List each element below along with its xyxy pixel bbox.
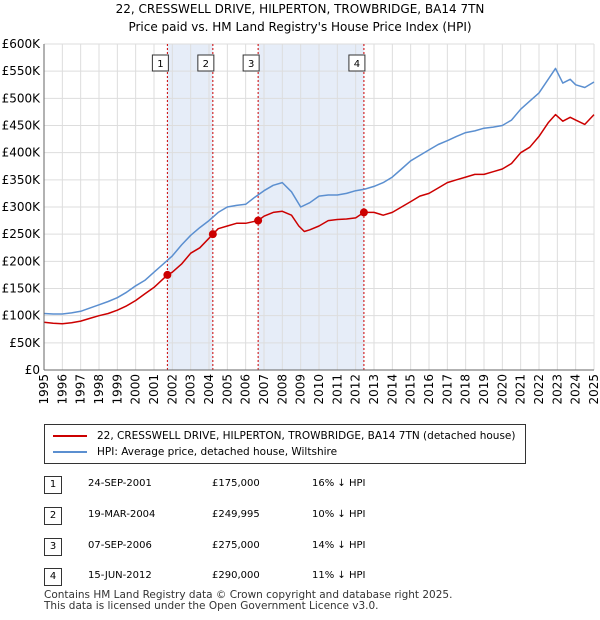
sale-date: 07-SEP-2006 xyxy=(88,540,152,551)
sale-price: £275,000 xyxy=(212,540,260,551)
x-tick-label: 2000 xyxy=(129,374,143,405)
x-tick-label: 2006 xyxy=(239,374,253,405)
sale-date: 24-SEP-2001 xyxy=(88,478,152,489)
sale-price: £290,000 xyxy=(212,570,260,581)
sale-number-badge: 1 xyxy=(44,476,62,494)
legend-label-hpi: HPI: Average price, detached house, Wilt… xyxy=(97,446,338,458)
sale-point xyxy=(163,270,172,279)
x-tick-label: 1995 xyxy=(37,374,51,405)
x-tick-label: 2012 xyxy=(349,374,363,405)
series-line-hpi xyxy=(43,67,595,315)
chart-legend: 22, CRESSWELL DRIVE, HILPERTON, TROWBRID… xyxy=(44,424,526,464)
series-lines xyxy=(43,67,595,325)
grid-lines xyxy=(43,43,595,371)
x-tick-label: 2023 xyxy=(550,374,564,405)
sale-number-badge: 2 xyxy=(44,507,62,525)
x-tick-label: 2022 xyxy=(532,374,546,405)
x-tick-label: 1998 xyxy=(92,374,106,405)
x-tick-label: 2017 xyxy=(440,374,454,405)
legend-swatch-hpi xyxy=(53,451,87,453)
x-tick-label: 2025 xyxy=(587,374,600,405)
x-tick-label: 1999 xyxy=(110,374,124,405)
y-tick-label: £200K xyxy=(2,254,42,268)
sale-row: 4 15-JUN-2012 £290,000 11% ↓ HPI xyxy=(0,568,600,588)
annotation-label: 3 xyxy=(248,59,254,70)
axes: £0 £50K £100K £150K £200K £250K £300K £350K £400… xyxy=(2,37,600,405)
x-tick-label: 2001 xyxy=(147,374,161,405)
x-tick-label: 2019 xyxy=(477,374,491,405)
x-tick-label: 2021 xyxy=(514,374,528,405)
x-tick-label: 2016 xyxy=(422,374,436,405)
y-tick-label: £450K xyxy=(2,119,42,133)
footer-line-licence: This data is licensed under the Open Gov… xyxy=(44,600,379,612)
chart-subtitle: Price paid vs. HM Land Registry's House … xyxy=(128,20,472,34)
footer-attribution: Contains HM Land Registry data © Crown c… xyxy=(44,590,452,612)
annotation-box xyxy=(197,54,215,72)
sale-price: £175,000 xyxy=(212,478,260,489)
y-tick-label: £400K xyxy=(2,146,42,160)
x-tick-label: 1997 xyxy=(74,374,88,405)
y-tick-label: £150K xyxy=(2,282,42,296)
series-line-property xyxy=(43,113,595,325)
footer-line-copyright: Contains HM Land Registry data © Crown c… xyxy=(44,589,453,601)
sale-number-badge: 4 xyxy=(44,568,62,586)
x-tick-label: 2011 xyxy=(330,374,344,405)
price-chart: 1 2 3 4 £0 £50K £100K £150K £200K £250K £300K £350… xyxy=(2,37,600,405)
x-tick-label: 2020 xyxy=(495,374,509,405)
sale-hpi-diff: 14% ↓ HPI xyxy=(312,540,366,551)
sale-hpi-diff: 16% ↓ HPI xyxy=(312,478,366,489)
annotation-box xyxy=(348,54,366,72)
sale-number-badge: 3 xyxy=(44,538,62,556)
x-tick-label: 2005 xyxy=(220,374,234,405)
x-tick-label: 2024 xyxy=(569,374,583,405)
annotation-label: 2 xyxy=(203,59,209,70)
sale-row: 2 19-MAR-2004 £249,995 10% ↓ HPI xyxy=(0,507,600,527)
legend-label-property: 22, CRESSWELL DRIVE, HILPERTON, TROWBRID… xyxy=(97,430,516,442)
y-tick-label: £550K xyxy=(2,64,42,78)
sale-point xyxy=(359,208,368,217)
x-tick-label: 2013 xyxy=(367,374,381,405)
y-tick-label: £350K xyxy=(2,173,42,187)
x-tick-label: 1996 xyxy=(55,374,69,405)
y-tick-label: £500K xyxy=(2,91,42,105)
annotation-box xyxy=(151,54,169,72)
x-tick-label: 2007 xyxy=(257,374,271,405)
x-tick-label: 2002 xyxy=(165,374,179,405)
sale-points xyxy=(163,208,368,279)
y-tick-label: £50K xyxy=(9,336,41,350)
y-tick-label: £250K xyxy=(2,227,42,241)
y-tick-label: £300K xyxy=(2,200,42,214)
sale-date: 15-JUN-2012 xyxy=(88,570,152,581)
y-tick-label: £100K xyxy=(2,309,42,323)
chart-title-address: 22, CRESSWELL DRIVE, HILPERTON, TROWBRID… xyxy=(115,2,485,16)
sale-annotations: 1 2 3 4 xyxy=(151,54,366,72)
x-tick-label: 2010 xyxy=(312,374,326,405)
x-tick-label: 2014 xyxy=(385,374,399,405)
annotation-label: 4 xyxy=(354,59,360,70)
sale-price: £249,995 xyxy=(212,509,260,520)
y-tick-label: £0 xyxy=(25,363,40,377)
sale-hpi-diff: 11% ↓ HPI xyxy=(312,570,366,581)
legend-swatch-property xyxy=(53,435,87,437)
sale-hpi-diff: 10% ↓ HPI xyxy=(312,509,366,520)
x-tick-label: 2018 xyxy=(459,374,473,405)
sale-point xyxy=(254,216,263,225)
x-tick-label: 2003 xyxy=(184,374,198,405)
annotation-label: 1 xyxy=(157,59,163,70)
x-tick-label: 2004 xyxy=(202,374,216,405)
y-tick-label: £600K xyxy=(2,37,42,51)
sale-row: 1 24-SEP-2001 £175,000 16% ↓ HPI xyxy=(0,476,600,496)
x-tick-label: 2015 xyxy=(404,374,418,405)
x-tick-label: 2009 xyxy=(294,374,308,405)
sale-date: 19-MAR-2004 xyxy=(88,509,156,520)
sale-row: 3 07-SEP-2006 £275,000 14% ↓ HPI xyxy=(0,538,600,558)
annotation-box xyxy=(242,54,260,72)
sale-point xyxy=(208,230,217,239)
x-tick-label: 2008 xyxy=(275,374,289,405)
